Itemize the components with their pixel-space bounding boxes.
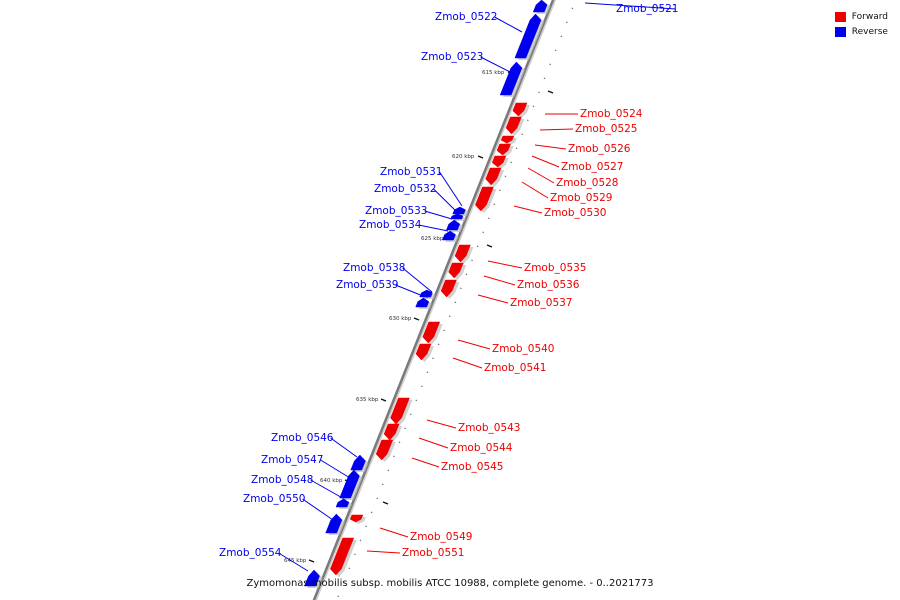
tick-label: 630 kbp — [389, 316, 412, 322]
gene-feature — [499, 61, 525, 97]
gene-label: Zmob_0551 — [402, 547, 464, 559]
gene-label: Zmob_0535 — [524, 262, 586, 274]
gene-feature — [440, 279, 460, 299]
gene-label: Zmob_0529 — [550, 192, 612, 204]
gene-label: Zmob_0546 — [271, 432, 334, 444]
gene-feature — [450, 213, 466, 221]
gene-label: Zmob_0531 — [380, 166, 442, 178]
gene-label: Zmob_0527 — [561, 161, 623, 173]
gene-label: Zmob_0539 — [336, 279, 398, 291]
reverse-swatch — [834, 26, 846, 37]
tick-label: 620 kbp — [452, 154, 475, 160]
legend-forward-label: Forward — [851, 11, 888, 22]
gene-label: Zmob_0526 — [568, 143, 631, 155]
gene-label: Zmob_0536 — [517, 279, 580, 291]
gene-feature — [446, 219, 463, 232]
tick-mark: 645 kbp — [284, 558, 315, 564]
gene-feature — [415, 297, 432, 309]
legend-reverse-label: Reverse — [851, 26, 888, 37]
label-leader-lines — [278, 2, 676, 572]
gene-label: Zmob_0547 — [261, 454, 323, 466]
gene-feature — [325, 513, 345, 535]
gene-feature — [448, 262, 467, 280]
gene-feature — [375, 439, 396, 462]
gene-feature — [512, 102, 530, 118]
forward-swatch — [834, 11, 846, 22]
genome-backbone — [312, 0, 557, 600]
gene-label: Zmob_0538 — [343, 262, 405, 274]
tick-label: 625 kbp — [421, 236, 444, 242]
legend: Forward Reverse — [834, 9, 888, 39]
gene-feature — [514, 13, 545, 60]
gene-feature — [485, 167, 505, 187]
gene-label: Zmob_0549 — [410, 531, 472, 543]
gene-feature — [304, 569, 323, 588]
gene-feature — [496, 143, 514, 157]
gene-label: Zmob_0532 — [374, 183, 436, 195]
gene-label: Zmob_0550 — [243, 493, 305, 505]
gene-label: Zmob_0524 — [580, 108, 643, 120]
gene-feature — [475, 186, 497, 213]
gene-label: Zmob_0554 — [219, 547, 282, 559]
gene-label: Zmob_0523 — [421, 51, 483, 63]
gene-label: Zmob_0548 — [251, 474, 313, 486]
gene-label: Zmob_0533 — [365, 205, 427, 217]
gene-label: Zmob_0522 — [435, 11, 497, 23]
gene-feature — [452, 206, 469, 216]
tick-mark: 630 kbp — [389, 316, 420, 322]
gene-feature — [505, 116, 525, 136]
gene-features — [304, 0, 551, 588]
tick-label: 635 kbp — [356, 397, 379, 403]
gene-feature — [532, 0, 551, 14]
gene-feature — [339, 469, 363, 500]
tick-mark: 620 kbp — [452, 154, 484, 160]
gene-feature — [349, 514, 366, 524]
position-ticks: 615 kbp 620 kbp 625 kbp 630 kbp 635 kbp 640 k… — [284, 70, 554, 564]
gene-feature — [330, 537, 357, 577]
gene-feature — [390, 397, 413, 426]
gene-label: Zmob_0541 — [484, 362, 546, 374]
gene-label: Zmob_0534 — [359, 219, 422, 231]
gene-feature — [454, 244, 474, 264]
gene-label: Zmob_0537 — [510, 297, 572, 309]
gene-label: Zmob_0530 — [544, 207, 606, 219]
gene-label: Zmob_0528 — [556, 177, 618, 189]
tick-label: 645 kbp — [284, 558, 307, 564]
gene-feature — [335, 498, 352, 509]
gene-feature — [415, 343, 434, 362]
gene-feature — [383, 423, 403, 442]
tick-mark: 635 kbp — [356, 397, 387, 403]
gene-feature — [500, 135, 517, 145]
gene-feature — [491, 155, 509, 169]
gene-label: Zmob_0521 — [616, 3, 678, 15]
gene-label: Zmob_0544 — [450, 442, 513, 454]
gene-feature — [442, 230, 459, 242]
tick-label: 615 kbp — [482, 70, 505, 76]
gene-feature — [419, 289, 436, 299]
gene-label: Zmob_0540 — [492, 343, 554, 355]
gene-label: Zmob_0545 — [441, 461, 503, 473]
gene-labels: Zmob_0521 Zmob_0522 Zmob_0523 Zmob_0524 Zmob… — [219, 3, 678, 559]
legend-item-reverse: Reverse — [834, 24, 888, 39]
dotted-track — [337, 7, 574, 598]
map-caption: Zymomonas mobilis subsp. mobilis ATCC 10… — [246, 578, 654, 589]
gene-label: Zmob_0543 — [458, 422, 520, 434]
legend-item-forward: Forward — [834, 9, 888, 24]
gene-label: Zmob_0525 — [575, 123, 637, 135]
gene-feature — [350, 454, 369, 472]
tick-label: 640 kbp — [320, 478, 343, 484]
gene-feature — [422, 321, 443, 345]
